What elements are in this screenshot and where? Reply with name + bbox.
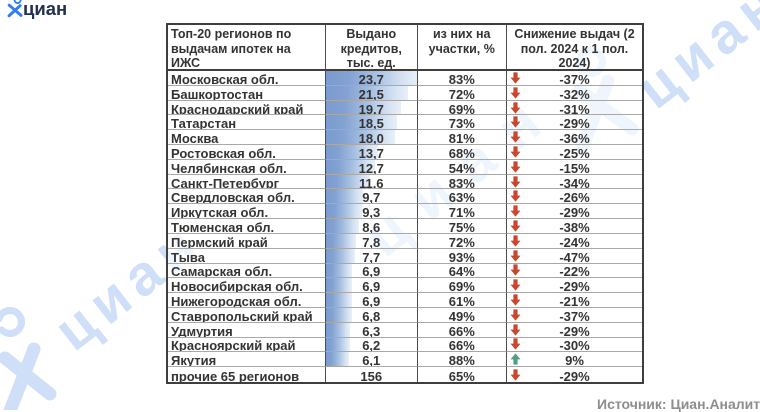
svg-text:циан: циан xyxy=(625,0,760,121)
